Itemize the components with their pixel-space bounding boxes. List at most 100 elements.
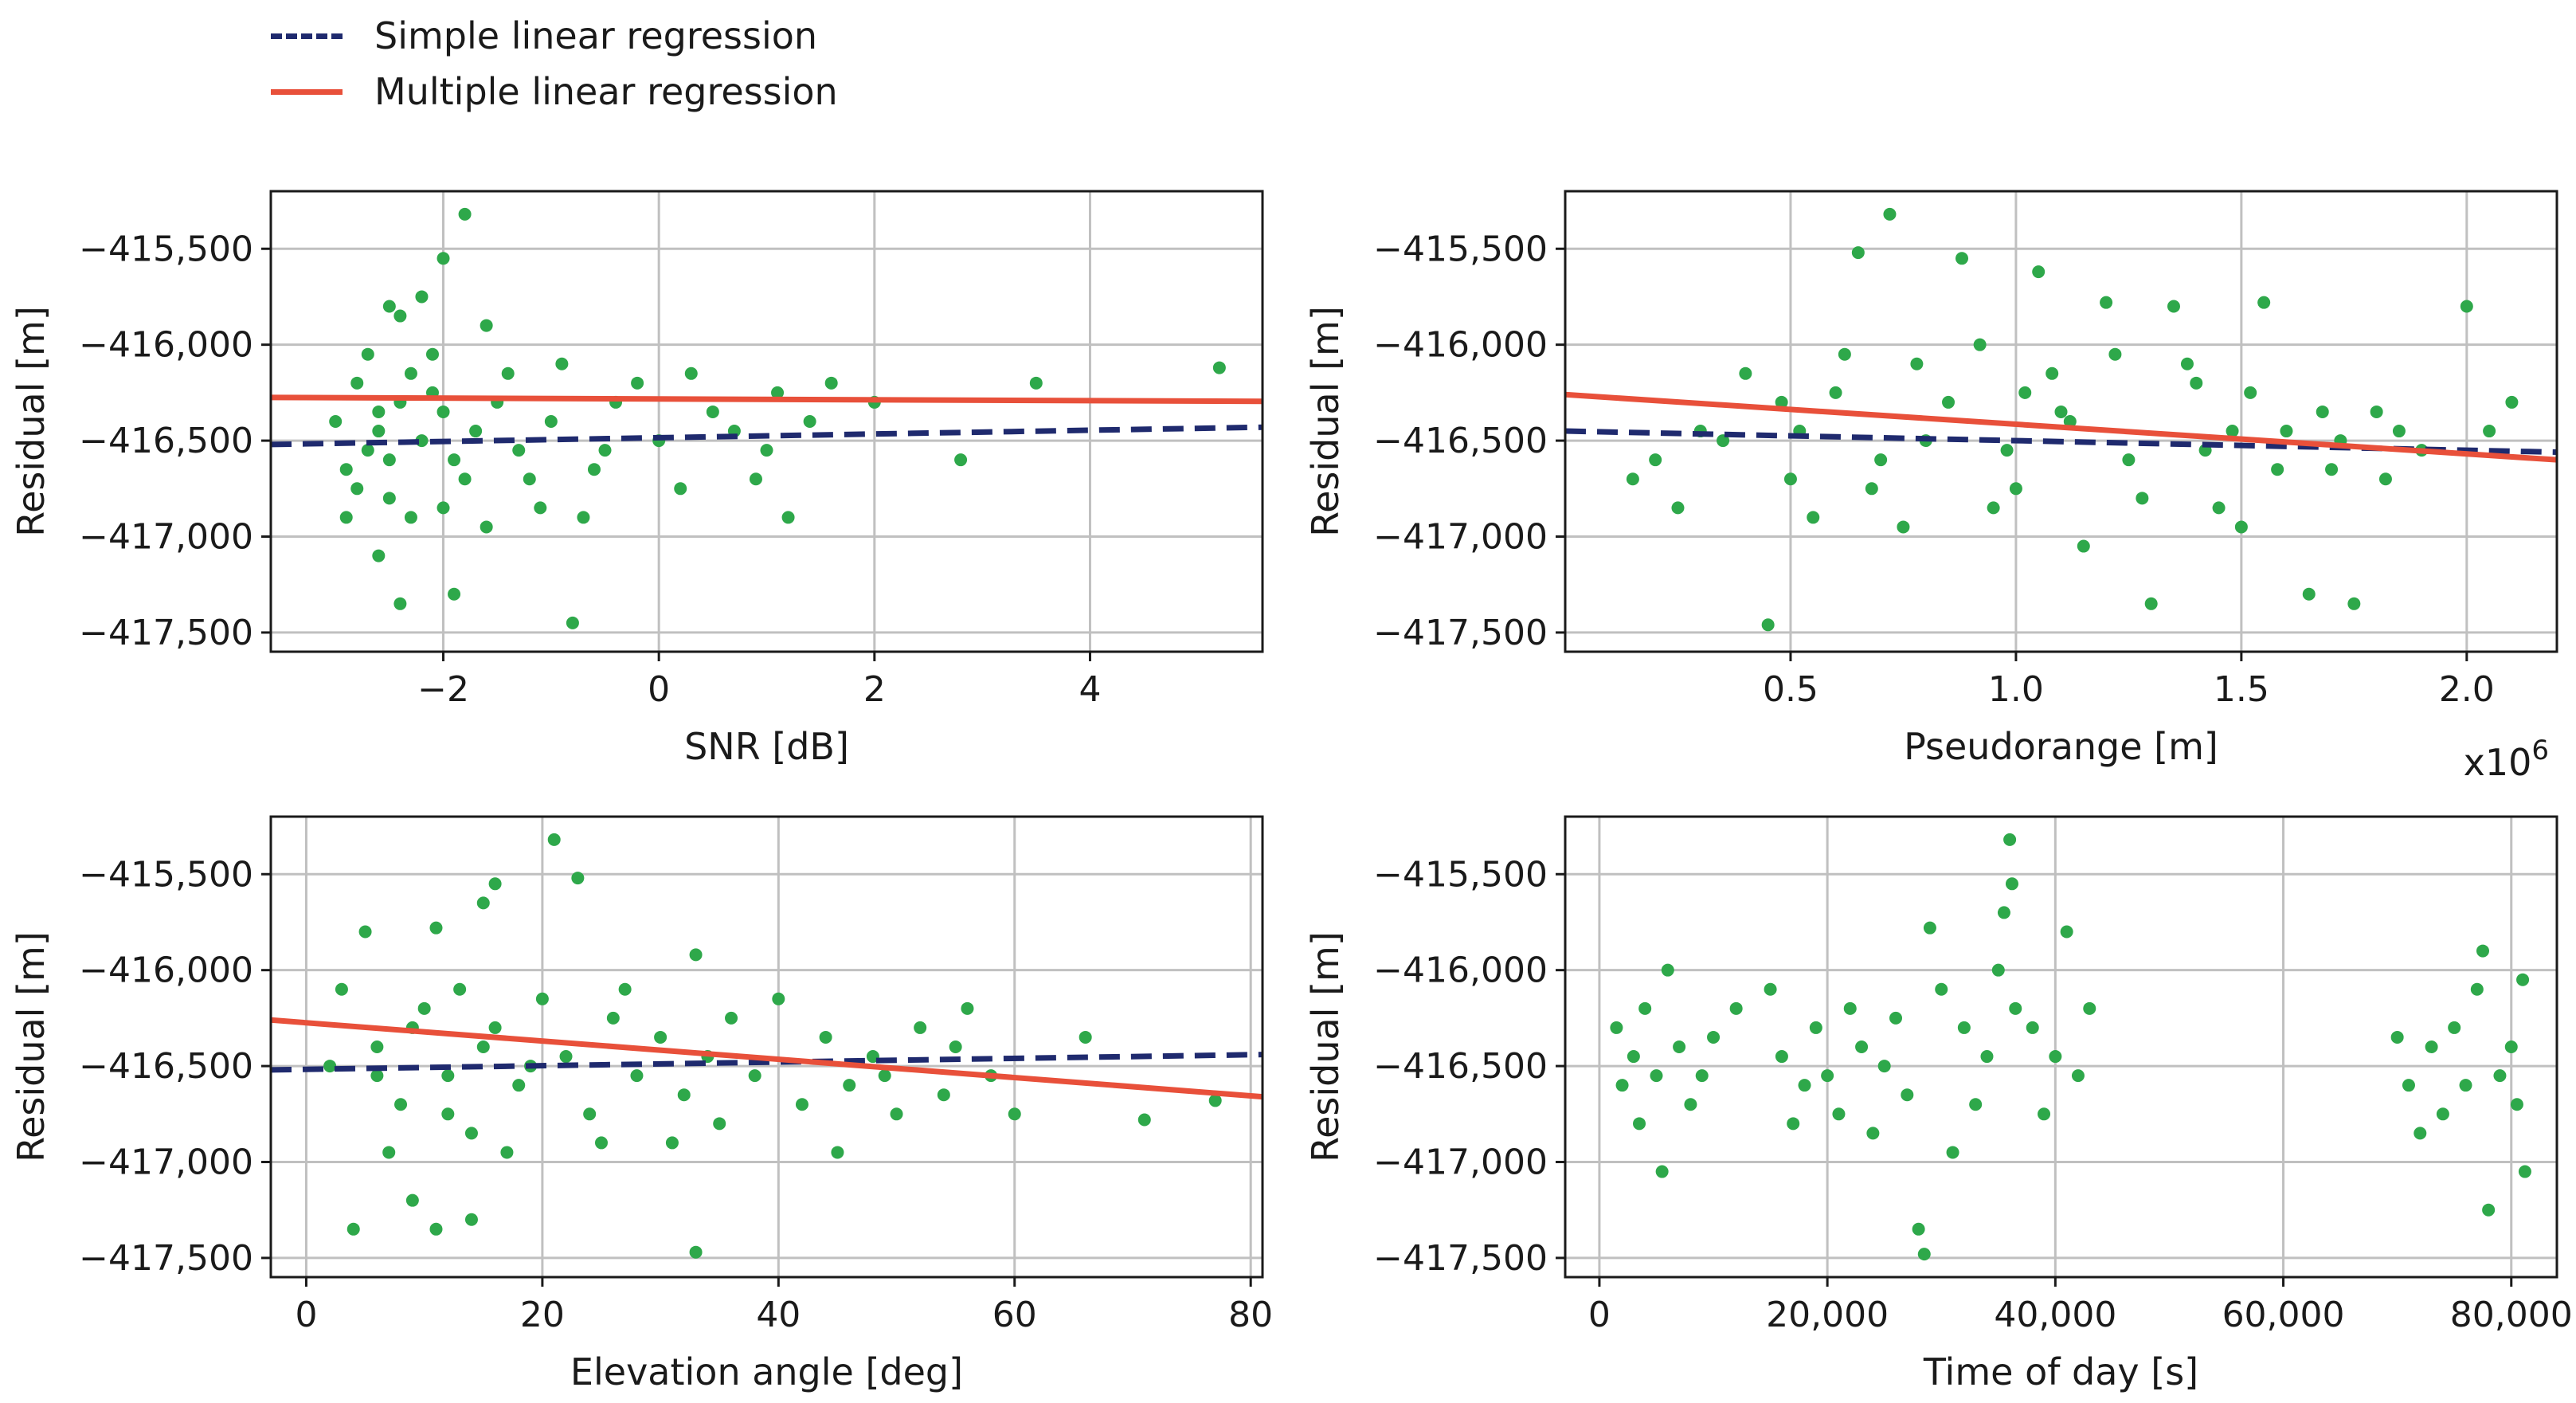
data-point — [595, 1136, 608, 1150]
data-point — [1707, 1030, 1721, 1044]
data-point — [2060, 925, 2073, 939]
data-point — [441, 1107, 455, 1121]
data-point — [1832, 1107, 1846, 1121]
data-point — [1877, 1060, 1891, 1073]
data-point — [949, 1040, 962, 1053]
x-tick-label: 20,000 — [1766, 1295, 1889, 1335]
data-point — [630, 1069, 644, 1083]
data-point — [2518, 1165, 2531, 1178]
data-point — [2009, 482, 2022, 496]
data-point — [2370, 405, 2383, 418]
data-point — [2425, 1040, 2438, 1053]
data-point — [1807, 511, 1820, 524]
data-point — [2459, 1079, 2472, 1092]
legend-label-simple: Simple linear regression — [374, 14, 818, 57]
data-point — [372, 549, 386, 562]
data-point — [824, 376, 838, 390]
data-point — [1761, 618, 1775, 632]
data-point — [1865, 482, 1878, 496]
data-point — [469, 425, 483, 438]
x-tick-label: 60,000 — [2222, 1295, 2345, 1335]
y-tick-label: −417,500 — [1373, 613, 1548, 653]
data-point — [566, 616, 579, 629]
data-point — [1684, 1098, 1697, 1111]
data-point — [2083, 1001, 2096, 1015]
data-point — [437, 252, 450, 265]
data-point — [2392, 425, 2406, 438]
data-point — [831, 1146, 844, 1159]
data-point — [441, 1069, 455, 1083]
legend-label-multiple: Multiple linear regression — [374, 70, 838, 113]
y-tick-label: −416,000 — [79, 325, 253, 366]
data-point — [1717, 434, 1730, 448]
data-point — [512, 1079, 526, 1092]
data-point — [937, 1088, 950, 1102]
plot-frame — [269, 815, 1264, 1279]
subplot-time: 0 20,000 40,000 60,000 80,000 −417,500 −417,00… — [1304, 815, 2573, 1393]
data-point — [1775, 1050, 1788, 1064]
x-tick-label: 80 — [1228, 1295, 1273, 1335]
data-point — [464, 1127, 478, 1140]
data-point — [404, 366, 417, 380]
data-point — [404, 511, 417, 524]
data-point — [1997, 906, 2010, 919]
x-axis-label: Pseudorange [m] — [1904, 725, 2218, 768]
data-point — [1649, 453, 1662, 467]
y-tick-label: −417,000 — [1373, 1142, 1548, 1183]
data-point — [954, 453, 968, 467]
simple-regression-line — [270, 424, 1263, 448]
data-point — [2000, 444, 2014, 457]
data-point — [382, 300, 396, 313]
data-point — [2005, 877, 2018, 891]
data-point — [1942, 395, 1955, 409]
data-point — [372, 405, 386, 418]
data-point — [2504, 1040, 2518, 1053]
data-point — [335, 982, 348, 996]
y-tick-label: −417,500 — [79, 1238, 253, 1279]
data-point — [2244, 386, 2257, 399]
data-point — [1866, 1127, 1880, 1140]
data-point — [1655, 1165, 1669, 1178]
data-point — [760, 444, 773, 457]
data-point — [425, 347, 439, 361]
data-point — [571, 872, 585, 885]
data-point — [1923, 921, 1936, 935]
data-point — [1883, 207, 1897, 221]
subplot-pseudorange: 0.5 1.0 1.5 2.0 −417,500 −417,000 −416,500 −416… — [1304, 190, 2558, 784]
data-point — [1917, 1248, 1931, 1261]
data-point — [382, 492, 396, 505]
data-point — [476, 1040, 490, 1053]
data-point — [448, 587, 461, 601]
data-point — [725, 1011, 738, 1025]
x-tick-label: 20 — [520, 1295, 565, 1335]
data-point — [1212, 361, 1226, 374]
data-point — [1661, 963, 1674, 977]
data-point — [2049, 1050, 2062, 1064]
x-axis-multiplier: x106 — [2464, 735, 2549, 784]
x-tick-label: −2 — [417, 669, 469, 710]
data-point — [2436, 1107, 2449, 1121]
data-point — [1627, 1050, 1640, 1064]
data-point — [914, 1021, 927, 1034]
x-tick-label: 40 — [756, 1295, 801, 1335]
x-tick-label: 60 — [992, 1295, 1037, 1335]
y-tick-label: −417,500 — [79, 613, 253, 653]
data-point — [1029, 376, 1043, 390]
data-point — [1809, 1021, 1822, 1034]
y-tick-label: −416,500 — [1373, 421, 1548, 461]
y-tick-label: −416,500 — [79, 1046, 253, 1087]
multiple-regression-line — [270, 1017, 1263, 1100]
legend-item-multiple: Multiple linear regression — [271, 64, 838, 120]
data-point — [598, 444, 612, 457]
y-tick-label: −416,500 — [79, 421, 253, 461]
data-point — [1957, 1021, 1971, 1034]
x-tick-label: 4 — [1079, 669, 1101, 710]
simple-regression-line — [1564, 428, 2558, 456]
data-point — [781, 511, 795, 524]
data-point — [1912, 1222, 1925, 1236]
y-tick-label: −416,000 — [1373, 325, 1548, 366]
data-point — [1798, 1079, 1811, 1092]
data-point — [480, 319, 493, 332]
data-point — [2003, 833, 2017, 846]
data-point — [1935, 982, 1948, 996]
